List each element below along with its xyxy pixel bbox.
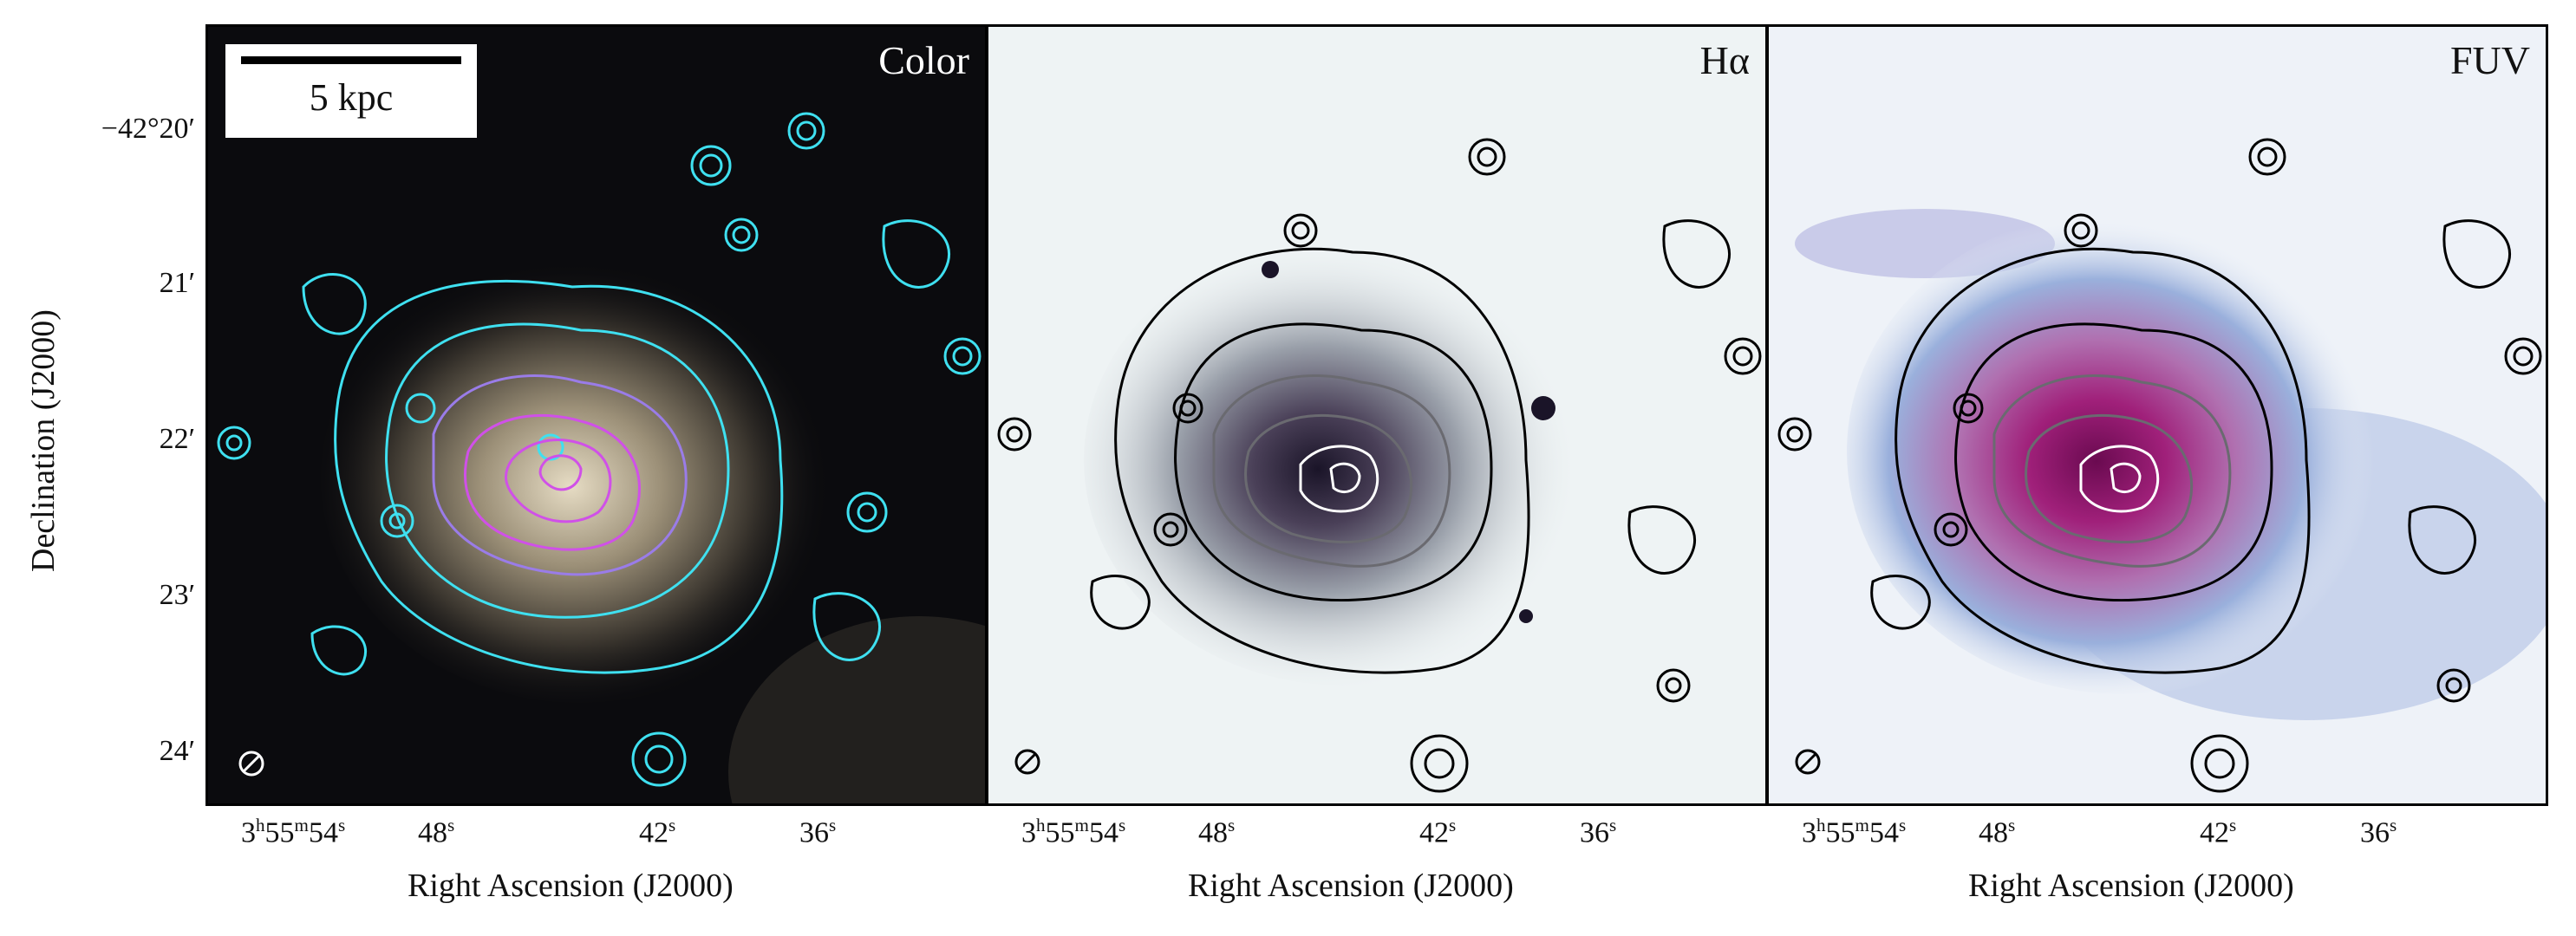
x-tick-label: 3h55m54s xyxy=(241,815,346,849)
x-tick-label: 42s xyxy=(2200,815,2237,849)
x-axis-label: Right Ascension (J2000) xyxy=(1188,868,1514,904)
y-tick-label: 23′ xyxy=(159,579,195,611)
x-axis-label: Right Ascension (J2000) xyxy=(1968,868,2294,904)
x-axis-label: Right Ascension (J2000) xyxy=(408,868,734,904)
scale-bar: 5 kpc xyxy=(225,44,477,138)
x-tick-label: 36s xyxy=(799,815,837,849)
x-tick-label: 48s xyxy=(418,815,455,849)
x-tick-label: 48s xyxy=(1979,815,2016,849)
beam-hatched-circle-icon xyxy=(1014,749,1040,775)
fuv-image xyxy=(1769,27,2546,803)
x-tick-label: 42s xyxy=(639,815,676,849)
y-tick-label: −42°20′ xyxy=(101,113,195,145)
scale-bar-label: 5 kpc xyxy=(309,76,394,119)
halpha-image-panel: Hα xyxy=(986,24,1768,806)
x-tick-label: 42s xyxy=(1419,815,1457,849)
fuv-image-panel: FUV xyxy=(1766,24,2548,806)
color-image xyxy=(208,27,985,803)
y-tick-label: 22′ xyxy=(159,423,195,455)
scale-bar-line xyxy=(241,56,461,64)
beam-hatched-circle-icon xyxy=(1795,749,1821,775)
panel-label-color: Color xyxy=(878,38,969,82)
panel-label-fuv: FUV xyxy=(2449,38,2530,82)
beam-hatched-circle-icon xyxy=(238,751,264,777)
color-image-panel: 5 kpc Color xyxy=(205,24,988,806)
x-tick-label: 36s xyxy=(2360,815,2397,849)
halpha-image xyxy=(988,27,1765,803)
y-tick-label: 24′ xyxy=(159,735,195,767)
x-tick-label: 3h55m54s xyxy=(1021,815,1126,849)
y-tick-label: 21′ xyxy=(159,267,195,299)
x-tick-label: 3h55m54s xyxy=(1802,815,1907,849)
x-tick-label: 48s xyxy=(1198,815,1236,849)
panel-label-halpha: Hα xyxy=(1699,38,1750,82)
x-tick-label: 36s xyxy=(1580,815,1617,849)
